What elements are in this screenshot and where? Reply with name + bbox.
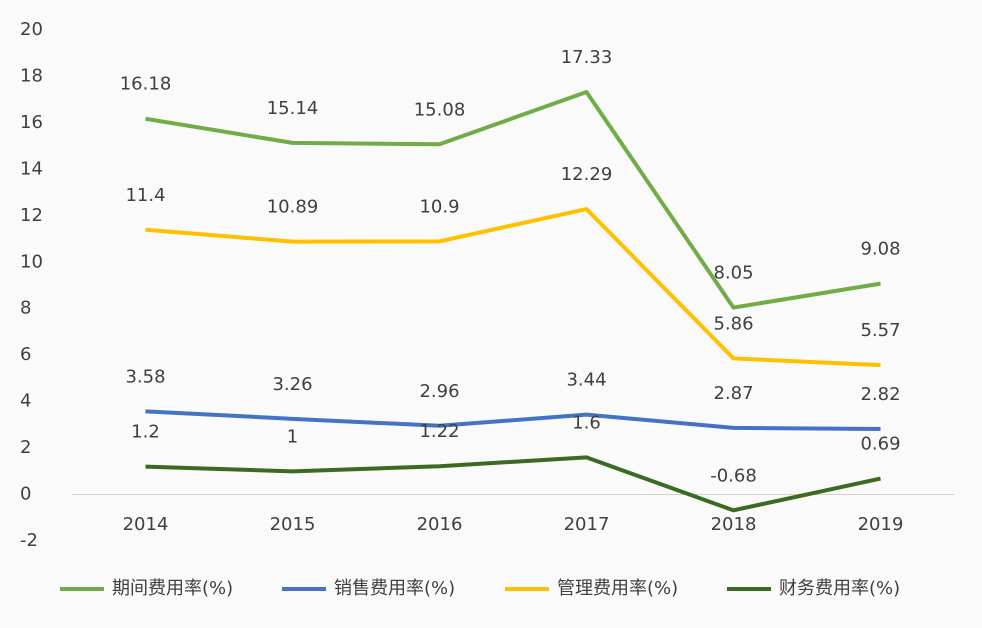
data-label: 3.58: [125, 366, 165, 387]
data-label: 1.6: [572, 412, 601, 433]
data-label: 3.26: [272, 374, 312, 395]
y-tick-label: 12: [20, 205, 43, 226]
legend-label: 财务费用率(%): [779, 578, 900, 599]
data-label: -0.68: [710, 465, 757, 486]
series-line: [145, 455, 881, 513]
y-tick-label: 2: [20, 437, 31, 458]
data-label: 15.08: [414, 99, 466, 120]
data-label: 11.4: [125, 185, 165, 206]
y-tick-label: 16: [20, 112, 43, 133]
y-tick-label: 0: [20, 484, 31, 505]
y-tick-label: -2: [20, 530, 38, 551]
data-label: 10.9: [419, 196, 459, 217]
x-tick-label: 2018: [711, 514, 757, 535]
data-label: 3.44: [566, 370, 606, 391]
data-label: 2.87: [713, 383, 753, 404]
y-tick-label: 10: [20, 251, 43, 272]
y-tick-label: 14: [20, 158, 43, 179]
data-label: 8.05: [713, 263, 753, 284]
data-label: 5.86: [713, 313, 753, 334]
y-tick-label: 8: [20, 298, 31, 319]
series-line: [145, 207, 881, 368]
legend-label: 销售费用率(%): [334, 578, 455, 599]
x-tick-label: 2017: [564, 514, 610, 535]
x-tick-label: 2015: [270, 514, 316, 535]
legend-label: 管理费用率(%): [557, 578, 678, 599]
data-label: 10.89: [267, 197, 319, 218]
y-tick-label: 6: [20, 344, 31, 365]
data-label: 17.33: [561, 47, 613, 68]
x-tick-label: 2016: [417, 514, 463, 535]
series-line: [145, 409, 881, 432]
data-label: 1.22: [419, 421, 459, 442]
x-tick-label: 2019: [858, 514, 904, 535]
data-label: 2.82: [860, 384, 900, 405]
x-tick-label: 2014: [123, 514, 169, 535]
legend-label: 期间费用率(%): [112, 578, 233, 599]
data-label: 16.18: [120, 74, 172, 95]
series-line: [145, 90, 881, 310]
data-label: 0.69: [860, 434, 900, 455]
data-label: 5.57: [860, 320, 900, 341]
y-tick-label: 20: [20, 19, 43, 40]
data-label: 1.2: [131, 422, 160, 443]
data-label: 9.08: [860, 239, 900, 260]
y-tick-label: 18: [20, 65, 43, 86]
y-tick-label: 4: [20, 391, 31, 412]
data-label: 1: [287, 426, 298, 447]
data-label: 15.14: [267, 98, 319, 119]
data-label: 12.29: [561, 164, 613, 185]
data-label: 2.96: [419, 381, 459, 402]
